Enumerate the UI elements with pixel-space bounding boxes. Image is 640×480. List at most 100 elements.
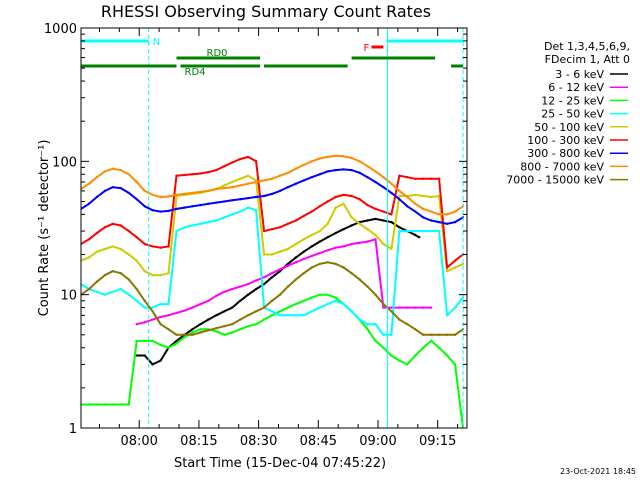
series-point [270,253,274,256]
series-point [422,229,425,233]
series-point [310,266,313,269]
series-point [334,296,337,299]
series-point [143,354,146,357]
series-point [111,245,115,248]
series-point [382,306,385,309]
series-point [246,196,250,200]
series-point [310,310,313,313]
series-point [414,306,417,309]
series-point [254,160,258,163]
series-point [390,191,393,195]
x-tick-label: 08:00 [120,434,157,449]
series-point [318,262,321,266]
series-point [430,195,433,199]
series-point [398,189,401,193]
series-point [366,165,369,168]
status-label: RD0 [207,48,228,59]
series-point [270,299,274,302]
series-point [191,224,194,227]
series-point [111,186,115,189]
series-point [119,186,123,190]
series-point [231,199,234,202]
series-point [366,228,369,231]
legend-entry-label: 12 - 25 keV [541,94,604,107]
series-layer [81,154,465,428]
series-point [103,274,107,277]
series-point [382,219,385,222]
series-line-5 [81,155,464,269]
series-point [278,174,282,177]
series-point [103,247,107,251]
series-point [294,182,298,185]
plot-frame [80,27,468,429]
series-point [254,195,258,199]
series-point [111,167,115,170]
series-point [445,270,449,273]
series-point [191,191,194,195]
series-point [445,222,449,225]
series-point [215,294,218,297]
series-point [310,233,313,237]
series-point [358,171,361,174]
series-point [239,328,242,331]
series-point [398,194,401,198]
series-point [246,293,250,296]
vertical-markers [148,28,464,428]
series-point [151,193,154,197]
series-point [135,180,138,184]
series-point [270,272,274,275]
series-point [414,229,417,233]
status-segment [180,64,261,68]
series-point [437,220,441,224]
series-point [143,321,146,324]
series-point [95,195,99,199]
series-point [262,253,266,256]
y-tick-label: 10 [60,289,77,304]
series-point [167,209,170,213]
series-point [310,296,313,299]
series-point [95,280,99,283]
series-point [191,306,194,309]
series-point [119,168,123,172]
legend-entry-label: 50 - 100 keV [534,121,604,134]
y-tick-label: 100 [52,155,77,170]
status-segment [387,39,464,43]
x-tick-label: 08:45 [300,434,337,449]
series-point [334,299,337,302]
series-point [318,306,321,309]
series-point [246,282,250,286]
series-point [398,174,401,177]
series-point [342,245,345,248]
series-point [382,333,385,336]
series-point [231,180,234,184]
series-point [254,323,258,326]
series-point [103,189,107,193]
series-point [350,156,353,160]
series-point [239,299,242,302]
series-point [350,272,353,275]
legend-entry-label: 300 - 800 keV [527,147,604,160]
series-point [111,222,115,225]
series-point [159,343,162,347]
series-point [278,250,282,253]
series-point [286,285,290,288]
series-point [302,250,305,253]
series-point [199,203,202,207]
series-point [175,342,178,345]
series-point [310,245,313,248]
series-point [430,210,433,213]
legend-entry-label: 3 - 6 keV [555,68,604,81]
series-point [254,209,258,212]
series-point [262,276,266,279]
series-point [175,193,178,197]
series-point [302,299,305,302]
y-tick-label: 1000 [44,22,77,37]
series-point [175,229,178,233]
series-point [453,210,457,213]
series-point [87,403,91,406]
series-point [318,173,321,176]
series-point [286,264,290,267]
series-point [119,247,123,251]
series-point [246,314,250,317]
x-axis: 08:00 08:15 08:30 08:45 09:00 09:15 [98,28,459,449]
